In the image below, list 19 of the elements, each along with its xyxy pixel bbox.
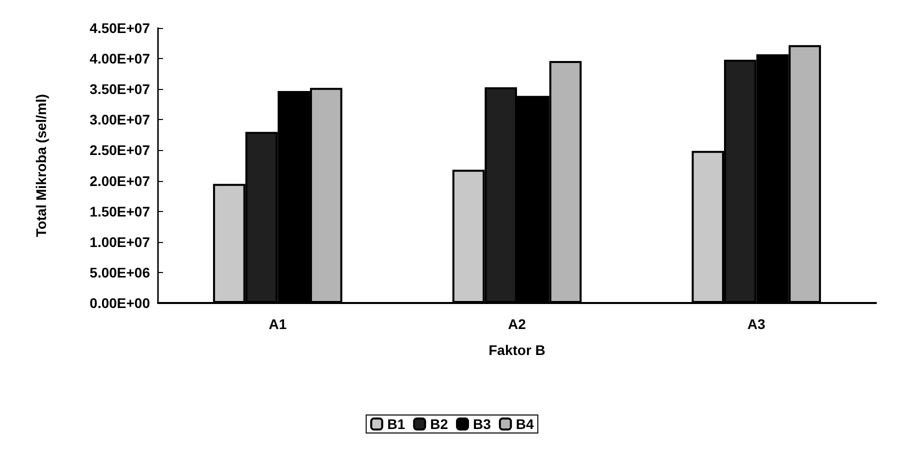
y-tick-label: 1.50E+07 xyxy=(90,203,150,220)
y-tick-label: 2.50E+07 xyxy=(90,142,150,158)
x-axis-title: Faktor B xyxy=(488,342,546,358)
y-tick-label: 2.00E+07 xyxy=(90,172,150,189)
legend-label: B4 xyxy=(516,416,534,432)
legend-label: B2 xyxy=(430,416,448,432)
y-axis-title: Total Mikroba (sel/ml) xyxy=(33,94,49,237)
x-tick-label: A2 xyxy=(508,316,526,332)
y-tick-label: 3.50E+07 xyxy=(90,81,150,98)
legend-label: B1 xyxy=(387,416,406,432)
y-tick-label: 1.00E+07 xyxy=(90,234,150,250)
y-tick-label: 5.00E+06 xyxy=(90,264,150,280)
y-tick-label: 4.50E+07 xyxy=(90,20,150,36)
y-tick-label: 3.00E+07 xyxy=(90,112,150,128)
y-tick-label: 0.00E+00 xyxy=(90,295,150,311)
legend-label: B3 xyxy=(473,416,492,432)
x-tick-label: A1 xyxy=(268,316,287,332)
x-tick-label: A3 xyxy=(747,316,766,332)
y-tick-label: 4.00E+07 xyxy=(90,50,150,67)
